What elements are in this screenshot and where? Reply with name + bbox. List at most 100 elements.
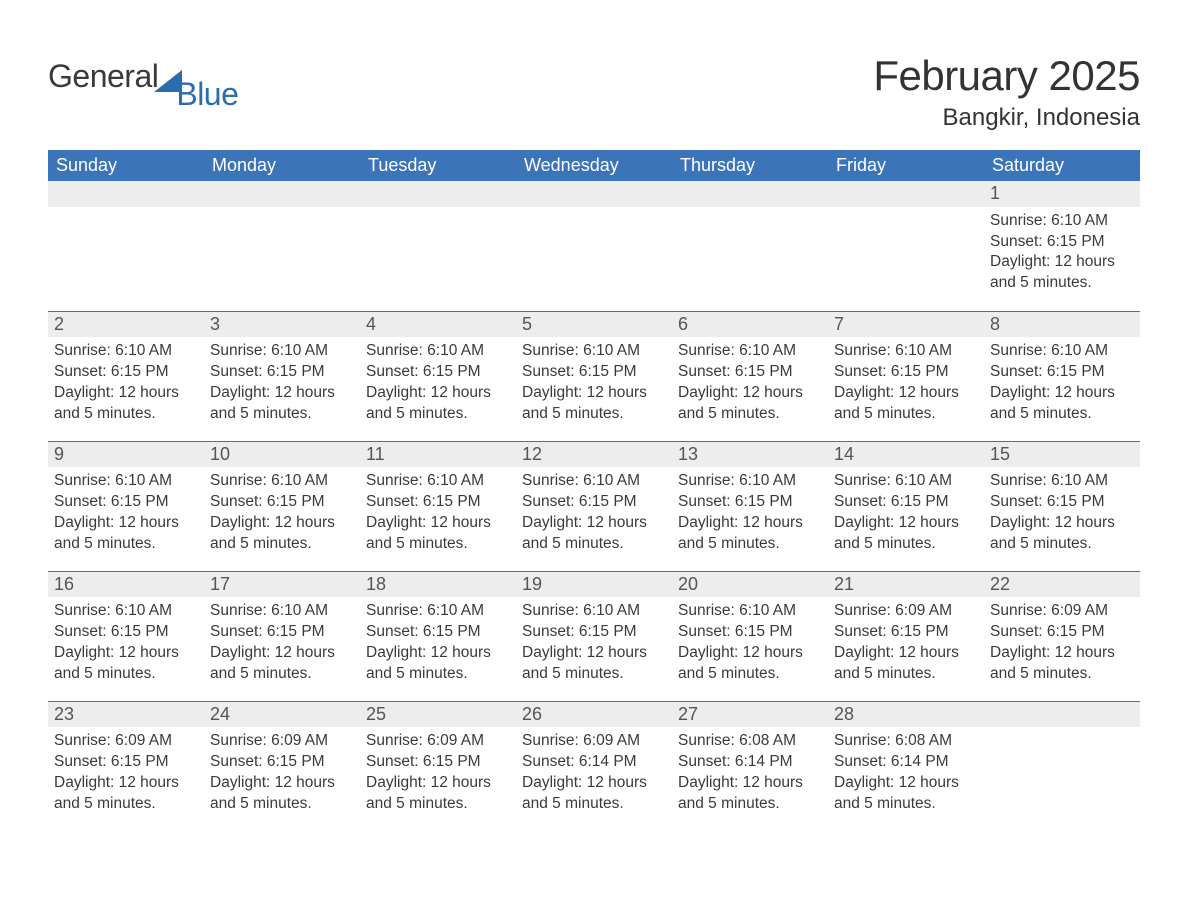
calendar-day-cell: 16Sunrise: 6:10 AMSunset: 6:15 PMDayligh… [48,571,204,701]
day-details: Sunrise: 6:09 AMSunset: 6:15 PMDaylight:… [984,597,1140,689]
calendar-day-cell: 22Sunrise: 6:09 AMSunset: 6:15 PMDayligh… [984,571,1140,701]
calendar-day-cell: 9Sunrise: 6:10 AMSunset: 6:15 PMDaylight… [48,441,204,571]
day-number: 17 [204,572,360,598]
daylight-text: Daylight: 12 hours and 5 minutes. [366,383,510,425]
day-details: Sunrise: 6:10 AMSunset: 6:15 PMDaylight:… [48,337,204,429]
day-number: 18 [360,572,516,598]
calendar-table: Sunday Monday Tuesday Wednesday Thursday… [48,150,1140,831]
logo: General Blue [48,30,254,95]
sunset-text: Sunset: 6:15 PM [678,362,822,383]
sunset-text: Sunset: 6:15 PM [210,622,354,643]
header: General Blue February 2025 Bangkir, Indo… [48,30,1140,140]
day-details: Sunrise: 6:10 AMSunset: 6:15 PMDaylight:… [516,337,672,429]
day-details: Sunrise: 6:08 AMSunset: 6:14 PMDaylight:… [828,727,984,819]
day-details: Sunrise: 6:10 AMSunset: 6:15 PMDaylight:… [672,467,828,559]
calendar-day-cell [828,181,984,311]
calendar-day-cell: 4 Sunrise: 6:10 AMSunset: 6:15 PMDaylight… [360,311,516,441]
calendar-day-cell: 20Sunrise: 6:10 AMSunset: 6:15 PMDayligh… [672,571,828,701]
sunset-text: Sunset: 6:15 PM [366,752,510,773]
daylight-text: Daylight: 12 hours and 5 minutes. [990,513,1134,555]
sunrise-text: Sunrise: 6:10 AM [678,601,822,622]
dow-wednesday: Wednesday [516,150,672,181]
logo-text-blue: Blue [176,76,238,113]
day-number: 11 [360,442,516,468]
daylight-text: Daylight: 12 hours and 5 minutes. [210,773,354,815]
sunrise-text: Sunrise: 6:10 AM [210,471,354,492]
day-details: Sunrise: 6:08 AMSunset: 6:14 PMDaylight:… [672,727,828,819]
sunrise-text: Sunrise: 6:10 AM [366,601,510,622]
calendar-day-cell: 1Sunrise: 6:10 AMSunset: 6:15 PMDaylight… [984,181,1140,311]
sunrise-text: Sunrise: 6:10 AM [54,471,198,492]
day-number: 21 [828,572,984,598]
daylight-text: Daylight: 12 hours and 5 minutes. [522,643,666,685]
daylight-text: Daylight: 12 hours and 5 minutes. [990,643,1134,685]
calendar-day-cell [360,181,516,311]
calendar-week-row: 2Sunrise: 6:10 AMSunset: 6:15 PMDaylight… [48,311,1140,441]
sunrise-text: Sunrise: 6:10 AM [54,341,198,362]
sunrise-text: Sunrise: 6:09 AM [54,731,198,752]
calendar-day-cell: 2Sunrise: 6:10 AMSunset: 6:15 PMDaylight… [48,311,204,441]
sunset-text: Sunset: 6:15 PM [990,492,1134,513]
day-number: 2 [48,312,204,338]
dow-sunday: Sunday [48,150,204,181]
daylight-text: Daylight: 12 hours and 5 minutes. [522,773,666,815]
daylight-text: Daylight: 12 hours and 5 minutes. [366,643,510,685]
sunrise-text: Sunrise: 6:10 AM [366,341,510,362]
sunset-text: Sunset: 6:15 PM [210,362,354,383]
calendar-day-cell: 6Sunrise: 6:10 AMSunset: 6:15 PMDaylight… [672,311,828,441]
sunrise-text: Sunrise: 6:10 AM [834,341,978,362]
calendar-day-cell: 5Sunrise: 6:10 AMSunset: 6:15 PMDaylight… [516,311,672,441]
sunrise-text: Sunrise: 6:10 AM [990,211,1134,232]
calendar-day-cell: 3Sunrise: 6:10 AMSunset: 6:15 PMDaylight… [204,311,360,441]
day-details: Sunrise: 6:10 AMSunset: 6:15 PMDaylight:… [672,337,828,429]
sunset-text: Sunset: 6:15 PM [522,362,666,383]
day-number: 4 [360,312,516,338]
day-number [984,702,1140,728]
calendar-day-cell: 28Sunrise: 6:08 AMSunset: 6:14 PMDayligh… [828,701,984,831]
daylight-text: Daylight: 12 hours and 5 minutes. [54,383,198,425]
calendar-header-row: Sunday Monday Tuesday Wednesday Thursday… [48,150,1140,181]
location-label: Bangkir, Indonesia [873,104,1140,132]
daylight-text: Daylight: 12 hours and 5 minutes. [678,383,822,425]
calendar-day-cell [672,181,828,311]
day-number: 15 [984,442,1140,468]
day-details: Sunrise: 6:09 AMSunset: 6:14 PMDaylight:… [516,727,672,819]
day-number: 12 [516,442,672,468]
sunrise-text: Sunrise: 6:10 AM [834,471,978,492]
calendar-week-row: 1Sunrise: 6:10 AMSunset: 6:15 PMDaylight… [48,181,1140,311]
calendar-day-cell: 25Sunrise: 6:09 AMSunset: 6:15 PMDayligh… [360,701,516,831]
sunset-text: Sunset: 6:15 PM [522,622,666,643]
sunset-text: Sunset: 6:15 PM [54,622,198,643]
sunrise-text: Sunrise: 6:09 AM [990,601,1134,622]
calendar-day-cell [204,181,360,311]
daylight-text: Daylight: 12 hours and 5 minutes. [990,252,1134,294]
day-details: Sunrise: 6:10 AMSunset: 6:15 PMDaylight:… [828,337,984,429]
sunrise-text: Sunrise: 6:09 AM [522,731,666,752]
calendar-day-cell: 26Sunrise: 6:09 AMSunset: 6:14 PMDayligh… [516,701,672,831]
day-number [516,181,672,207]
day-number: 19 [516,572,672,598]
calendar-week-row: 9Sunrise: 6:10 AMSunset: 6:15 PMDaylight… [48,441,1140,571]
calendar-day-cell: 7Sunrise: 6:10 AMSunset: 6:15 PMDaylight… [828,311,984,441]
day-number [204,181,360,207]
sunset-text: Sunset: 6:15 PM [990,622,1134,643]
day-number: 9 [48,442,204,468]
daylight-text: Daylight: 12 hours and 5 minutes. [834,513,978,555]
calendar-day-cell: 14Sunrise: 6:10 AMSunset: 6:15 PMDayligh… [828,441,984,571]
day-details: Sunrise: 6:10 AMSunset: 6:15 PMDaylight:… [828,467,984,559]
calendar-day-cell: 15Sunrise: 6:10 AMSunset: 6:15 PMDayligh… [984,441,1140,571]
calendar-day-cell [516,181,672,311]
sunset-text: Sunset: 6:15 PM [834,622,978,643]
calendar-day-cell: 12Sunrise: 6:10 AMSunset: 6:15 PMDayligh… [516,441,672,571]
day-details: Sunrise: 6:10 AMSunset: 6:15 PMDaylight:… [516,597,672,689]
day-details: Sunrise: 6:10 AMSunset: 6:15 PMDaylight:… [984,337,1140,429]
daylight-text: Daylight: 12 hours and 5 minutes. [366,773,510,815]
day-number [48,181,204,207]
daylight-text: Daylight: 12 hours and 5 minutes. [678,513,822,555]
sunset-text: Sunset: 6:15 PM [366,362,510,383]
daylight-text: Daylight: 12 hours and 5 minutes. [834,773,978,815]
calendar-day-cell: 10Sunrise: 6:10 AMSunset: 6:15 PMDayligh… [204,441,360,571]
daylight-text: Daylight: 12 hours and 5 minutes. [210,383,354,425]
title-block: February 2025 Bangkir, Indonesia [873,30,1140,140]
day-details: Sunrise: 6:10 AMSunset: 6:15 PMDaylight:… [360,467,516,559]
